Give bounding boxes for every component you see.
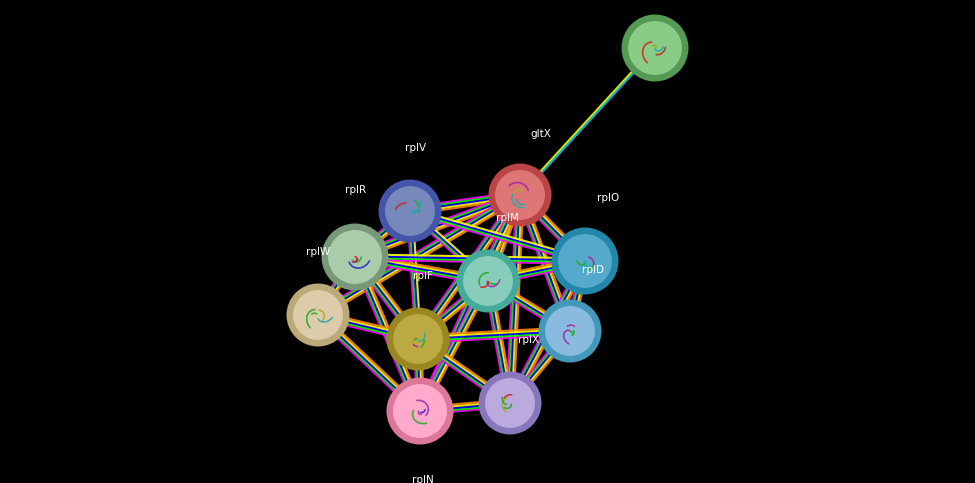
Text: rplW: rplW bbox=[306, 247, 331, 257]
Circle shape bbox=[544, 305, 596, 357]
Circle shape bbox=[538, 299, 602, 363]
Circle shape bbox=[462, 255, 514, 307]
Circle shape bbox=[287, 284, 349, 346]
Text: rplF: rplF bbox=[413, 271, 433, 281]
Circle shape bbox=[384, 185, 436, 237]
Circle shape bbox=[557, 233, 613, 289]
Text: rplX: rplX bbox=[518, 335, 539, 345]
Circle shape bbox=[456, 250, 520, 313]
Text: rplD: rplD bbox=[582, 265, 604, 275]
Text: rplO: rplO bbox=[597, 193, 619, 203]
Text: rplR: rplR bbox=[345, 185, 367, 195]
Text: gltX: gltX bbox=[530, 129, 551, 139]
Text: rplM: rplM bbox=[496, 213, 519, 223]
Circle shape bbox=[627, 20, 683, 76]
Circle shape bbox=[552, 227, 618, 295]
Circle shape bbox=[494, 169, 546, 221]
Circle shape bbox=[378, 180, 442, 242]
Circle shape bbox=[621, 14, 688, 82]
Circle shape bbox=[392, 383, 448, 439]
Circle shape bbox=[479, 371, 541, 435]
Circle shape bbox=[322, 224, 388, 290]
Circle shape bbox=[386, 308, 449, 370]
Circle shape bbox=[386, 378, 453, 444]
Circle shape bbox=[327, 229, 383, 285]
Circle shape bbox=[292, 289, 344, 341]
Circle shape bbox=[484, 377, 536, 429]
Circle shape bbox=[392, 313, 444, 365]
Text: rplN: rplN bbox=[412, 475, 434, 483]
Circle shape bbox=[488, 164, 552, 227]
Text: rplV: rplV bbox=[405, 143, 426, 153]
